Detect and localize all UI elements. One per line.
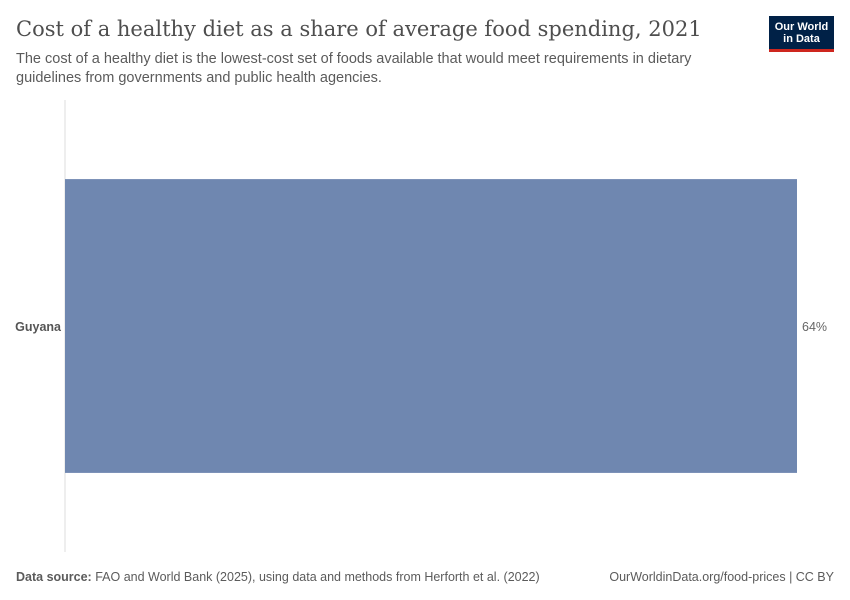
data-source-label: Data source: <box>16 570 92 584</box>
chart-title: Cost of a healthy diet as a share of ave… <box>16 17 702 41</box>
license-link[interactable]: OurWorldinData.org/food-prices | CC BY <box>609 570 834 584</box>
data-source-text: FAO and World Bank (2025), using data an… <box>95 570 540 584</box>
data-source: Data source: FAO and World Bank (2025), … <box>16 569 540 585</box>
logo-line-2: in Data <box>783 32 820 45</box>
bar-guyana[interactable] <box>65 179 797 473</box>
category-label: Guyana <box>15 320 62 334</box>
chart-subtitle: The cost of a healthy diet is the lowest… <box>16 51 692 86</box>
owid-logo[interactable]: Our World in Data <box>769 16 834 52</box>
value-label: 64% <box>802 320 827 334</box>
logo-line-1: Our World <box>774 20 829 33</box>
